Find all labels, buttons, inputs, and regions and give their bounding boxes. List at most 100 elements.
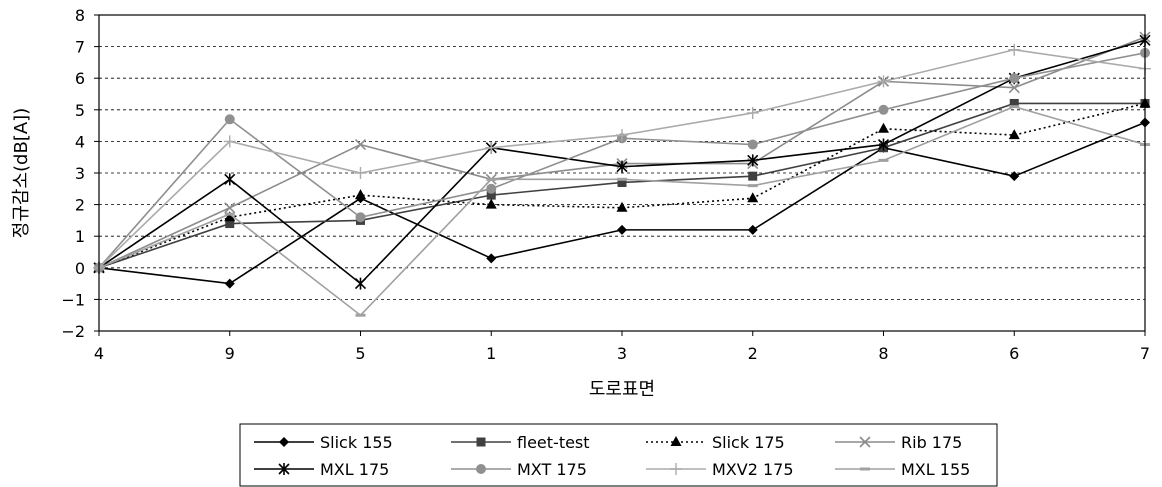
data-point xyxy=(746,106,759,119)
data-point xyxy=(224,202,236,214)
data-point xyxy=(486,190,496,200)
x-axis-ticks: 4 9 5 1 3 2 8 6 7 xyxy=(94,331,1150,363)
legend-item: Rib 175 xyxy=(835,433,962,452)
legend-item: Slick 175 xyxy=(646,433,785,452)
legend-marker xyxy=(859,436,871,448)
data-point xyxy=(354,138,367,151)
legend-marker xyxy=(670,463,682,475)
data-point xyxy=(1009,105,1020,109)
data-point xyxy=(486,177,497,181)
data-point xyxy=(616,160,628,173)
data-point xyxy=(1009,98,1019,108)
data-point xyxy=(1009,73,1020,84)
data-point xyxy=(224,114,235,125)
y-tick-label: 2 xyxy=(75,196,85,215)
x-tick-label: 9 xyxy=(225,344,235,363)
y-tick-label: 7 xyxy=(75,38,85,57)
x-tick-label: 7 xyxy=(1140,344,1150,363)
data-point xyxy=(355,313,366,317)
legend-label: MXL 175 xyxy=(320,460,389,479)
legend-marker xyxy=(860,467,870,471)
x-tick-label: 4 xyxy=(94,344,104,363)
y-axis-title: 정규감소(dB[A]) xyxy=(11,108,32,238)
legend-label: MXL 155 xyxy=(901,460,970,479)
data-point xyxy=(747,184,758,188)
legend-marker xyxy=(476,437,486,447)
data-point xyxy=(1008,82,1020,94)
series-line xyxy=(98,102,1146,269)
y-tick-label: −2 xyxy=(61,322,85,341)
legend-label: Slick 155 xyxy=(320,433,393,452)
legend-label: Rib 175 xyxy=(901,433,962,452)
legend-marker xyxy=(670,436,682,446)
data-point xyxy=(616,201,628,212)
data-point xyxy=(877,75,890,88)
data-point xyxy=(485,141,498,154)
data-point xyxy=(616,129,628,142)
legend-label: MXV2 175 xyxy=(712,460,794,479)
legend-label: Slick 175 xyxy=(712,433,785,452)
legend-item: MXL 175 xyxy=(254,460,389,479)
data-point xyxy=(1009,171,1020,182)
legend-label: fleet-test xyxy=(517,433,590,452)
y-tick-label: 1 xyxy=(75,227,85,246)
series-fleet-test xyxy=(94,98,1150,273)
data-point xyxy=(617,224,627,235)
data-point xyxy=(354,277,367,290)
x-tick-label: 2 xyxy=(748,344,758,363)
data-point xyxy=(617,177,627,187)
data-point xyxy=(485,198,497,209)
data-point xyxy=(747,139,758,150)
series-mxl-175 xyxy=(93,34,1151,290)
x-tick-label: 1 xyxy=(486,344,496,363)
data-point xyxy=(224,212,235,216)
legend-item: MXT 175 xyxy=(451,460,587,479)
series-group xyxy=(93,31,1151,317)
data-point xyxy=(223,135,236,148)
legend: Slick 155 fleet-test Slick 175 Rib 175 MXL 1… xyxy=(239,423,998,487)
data-point xyxy=(486,253,497,264)
data-point xyxy=(224,278,235,289)
y-tick-label: 4 xyxy=(75,132,85,151)
data-point xyxy=(748,171,758,181)
series-mxt-175 xyxy=(94,47,1150,273)
plot-area-frame xyxy=(98,14,1146,332)
series-line xyxy=(98,52,1146,269)
data-point xyxy=(877,138,890,151)
data-point xyxy=(224,173,236,186)
y-axis-ticks: −2 −1 0 1 2 3 4 5 6 7 8 xyxy=(61,6,99,341)
data-point xyxy=(747,224,758,235)
data-point xyxy=(355,212,366,223)
y-tick-label: 8 xyxy=(75,6,85,25)
y-tick-label: −1 xyxy=(61,290,85,309)
series-rib-175 xyxy=(93,31,1151,274)
data-point xyxy=(878,104,889,115)
data-point xyxy=(878,122,889,133)
data-point xyxy=(486,183,497,194)
x-tick-label: 8 xyxy=(878,344,888,363)
data-point xyxy=(1008,43,1021,56)
data-point xyxy=(747,154,759,167)
data-point xyxy=(878,158,889,162)
legend-item: MXV2 175 xyxy=(646,460,794,479)
y-tick-label: 0 xyxy=(75,259,85,278)
x-axis-title: 도로표면 xyxy=(589,379,655,400)
legend-item: fleet-test xyxy=(451,433,590,452)
x-tick-label: 6 xyxy=(1009,344,1019,363)
y-tick-label: 3 xyxy=(75,164,85,183)
legend-marker xyxy=(476,464,486,474)
legend-marker xyxy=(278,463,290,475)
data-point xyxy=(355,189,366,200)
legend-label: MXT 175 xyxy=(517,460,587,479)
data-point xyxy=(224,211,236,222)
legend-box xyxy=(239,423,998,487)
data-point xyxy=(617,177,627,181)
y-tick-label: 6 xyxy=(75,69,85,88)
legend-item: MXL 155 xyxy=(835,460,970,479)
y-tick-label: 5 xyxy=(75,101,85,120)
x-tick-label: 3 xyxy=(617,344,627,363)
x-tick-label: 5 xyxy=(355,344,365,363)
data-point xyxy=(1008,129,1020,140)
data-point xyxy=(354,167,367,179)
